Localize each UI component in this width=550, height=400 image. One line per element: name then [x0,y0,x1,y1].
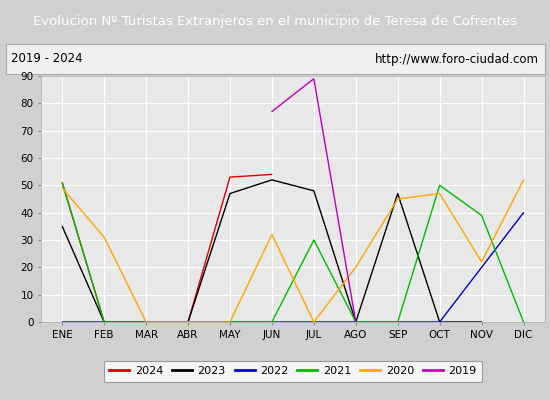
2021 [394,320,401,324]
Text: Evolucion Nº Turistas Extranjeros en el municipio de Teresa de Cofrentes: Evolucion Nº Turistas Extranjeros en el … [33,14,517,28]
2020 [311,320,317,324]
2020 [101,235,107,240]
2020 [143,320,150,324]
2020 [394,196,401,201]
2021 [353,320,359,324]
2022 [311,320,317,324]
2022 [520,210,527,215]
2020 [268,232,275,237]
2022 [478,265,485,270]
2021 [311,238,317,242]
Text: http://www.foro-ciudad.com: http://www.foro-ciudad.com [375,52,539,66]
2022 [436,320,443,324]
2022 [227,320,233,324]
2022 [59,320,65,324]
2020 [185,320,191,324]
Line: 2021: 2021 [62,182,524,322]
Text: 2019 - 2024: 2019 - 2024 [11,52,82,66]
2020 [227,320,233,324]
2022 [185,320,191,324]
2021 [520,320,527,324]
2022 [143,320,150,324]
2021 [478,213,485,218]
2020 [520,178,527,182]
2021 [268,320,275,324]
2021 [101,320,107,324]
2021 [436,183,443,188]
Legend: 2024, 2023, 2022, 2021, 2020, 2019: 2024, 2023, 2022, 2021, 2020, 2019 [103,361,482,382]
2022 [394,320,401,324]
2020 [353,265,359,270]
2021 [227,320,233,324]
Line: 2022: 2022 [62,213,524,322]
2022 [353,320,359,324]
2021 [143,320,150,324]
Line: 2020: 2020 [62,180,524,322]
2021 [59,180,65,185]
2020 [478,260,485,264]
2021 [185,320,191,324]
2022 [101,320,107,324]
2020 [59,186,65,190]
2020 [436,191,443,196]
2022 [268,320,275,324]
